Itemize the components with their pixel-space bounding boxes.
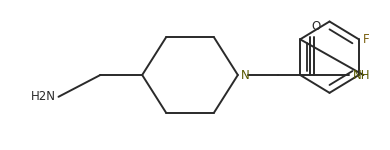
Text: N: N [241,69,250,81]
Text: H2N: H2N [30,90,55,103]
Text: NH: NH [353,69,370,81]
Text: F: F [363,33,369,46]
Text: O: O [311,20,320,33]
